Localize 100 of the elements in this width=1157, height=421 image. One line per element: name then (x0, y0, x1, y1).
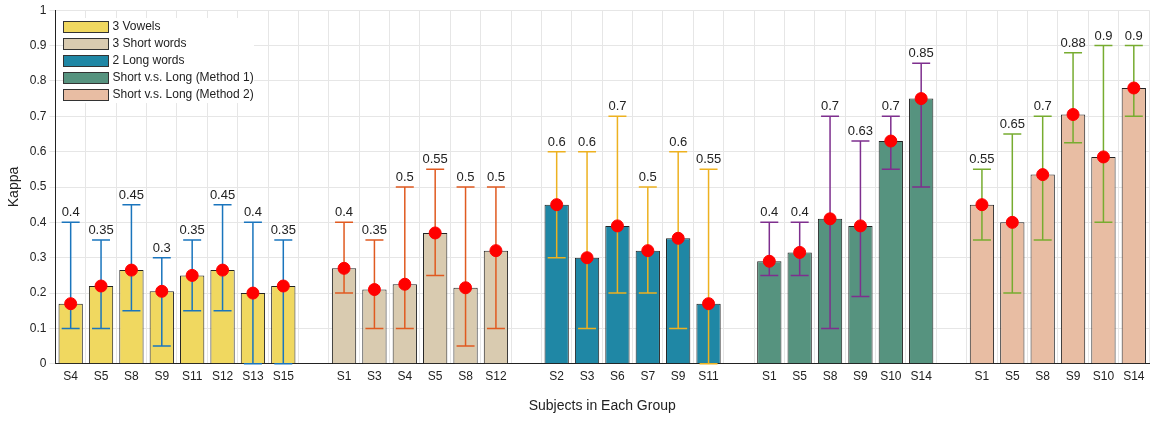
annotation: 0.9 (1094, 27, 1113, 43)
annotation: 0.4 (243, 204, 262, 220)
x-tick-label: S5 (792, 369, 808, 384)
point (1127, 81, 1141, 95)
x-axis-title: Subjects in Each Group (528, 397, 676, 414)
point (337, 261, 351, 275)
annotation: 0.85 (908, 45, 934, 61)
annotation: 0.7 (1033, 98, 1052, 114)
point (671, 231, 685, 245)
point (914, 92, 928, 106)
point (975, 198, 989, 212)
point (702, 297, 716, 311)
annotation: 0.6 (669, 133, 688, 149)
legend-label: 3 Vowels (112, 18, 161, 36)
x-tick-label: S5 (427, 369, 443, 384)
x-tick-label: S9 (154, 369, 170, 384)
point (823, 212, 837, 226)
x-tick-label: S1 (974, 369, 990, 384)
annotation: 0.9 (1124, 27, 1143, 43)
y-tick-label: 0.3 (29, 250, 47, 265)
x-tick-label: S12 (211, 369, 234, 384)
x-tick-label: S14 (1123, 369, 1145, 384)
x-tick-label: S3 (367, 369, 383, 384)
annotation: 0.4 (61, 204, 80, 220)
x-tick-label: S9 (1065, 369, 1081, 384)
annotation: 0.45 (209, 186, 236, 202)
y-tick-label: 1 (39, 2, 47, 17)
x-tick-label: S7 (640, 369, 656, 384)
x-tick-label: S13 (242, 369, 264, 384)
point (94, 279, 108, 293)
x-tick-label: S12 (485, 369, 507, 384)
x-tick-label: S11 (698, 369, 720, 384)
x-tick-label: S6 (610, 369, 626, 384)
point (853, 219, 867, 233)
y-tick-label: 0.2 (29, 285, 47, 300)
point (459, 281, 473, 295)
x-tick-label: S9 (670, 369, 686, 384)
point (1005, 215, 1019, 229)
x-tick-label: S10 (880, 369, 902, 384)
point (610, 219, 624, 233)
annotation: 0.88 (1060, 34, 1086, 50)
x-tick-label: S5 (93, 369, 109, 384)
point (793, 245, 807, 259)
annotation: 0.3 (152, 239, 171, 255)
x-tick-label: S9 (853, 369, 869, 384)
point (216, 263, 230, 277)
point (641, 244, 655, 258)
annotation: 0.4 (335, 204, 354, 220)
annotation: 0.6 (578, 133, 597, 149)
y-tick-label: 0 (39, 356, 47, 371)
annotation: 0.35 (179, 222, 205, 238)
x-tick-label: S8 (458, 369, 474, 384)
annotation: 0.65 (999, 116, 1025, 132)
x-tick-label: S8 (822, 369, 838, 384)
x-tick-label: S15 (272, 369, 295, 384)
point (276, 279, 290, 293)
x-tick-label: S4 (397, 369, 413, 384)
y-tick-label: 0.9 (29, 37, 47, 52)
point (246, 286, 260, 300)
annotation: 0.6 (547, 133, 566, 149)
x-tick-label: S10 (1092, 369, 1115, 384)
point (1036, 168, 1050, 182)
point (185, 268, 199, 282)
y-axis-title: Kappa (5, 166, 22, 208)
y-tick-label: 0.1 (29, 320, 47, 335)
x-tick-label: S8 (124, 369, 140, 384)
legend-label: Short v.s. Long (Method 1) (112, 69, 254, 87)
annotation: 0.5 (638, 169, 657, 185)
annotation: 0.4 (760, 204, 779, 220)
annotation: 0.4 (790, 204, 809, 220)
annotation: 0.35 (270, 222, 296, 238)
point (550, 198, 564, 212)
annotation: 0.5 (456, 169, 475, 185)
annotation: 0.45 (118, 186, 145, 202)
point (489, 244, 503, 258)
point (64, 297, 78, 311)
annotation: 0.7 (881, 98, 900, 114)
x-tick-label: S14 (910, 369, 933, 384)
x-tick-label: S3 (579, 369, 595, 384)
point (762, 254, 776, 268)
x-tick-label: S1 (336, 369, 352, 384)
point (1066, 108, 1080, 122)
point (1096, 150, 1110, 164)
point (398, 277, 412, 291)
annotation: 0.35 (88, 222, 114, 238)
point (884, 134, 898, 148)
point (155, 284, 169, 298)
annotation: 0.7 (821, 98, 840, 114)
point (367, 283, 381, 297)
annotation: 0.55 (422, 151, 448, 167)
point (124, 263, 138, 277)
annotation: 0.7 (608, 98, 627, 114)
annotation: 0.63 (847, 123, 874, 139)
annotation: 0.55 (969, 151, 995, 167)
annotation: 0.35 (361, 222, 388, 238)
x-tick-label: S11 (181, 369, 203, 384)
x-tick-label: S1 (761, 369, 777, 384)
annotation: 0.5 (395, 169, 414, 185)
annotation: 0.5 (486, 169, 505, 185)
legend-label: 3 Short words (112, 35, 187, 53)
